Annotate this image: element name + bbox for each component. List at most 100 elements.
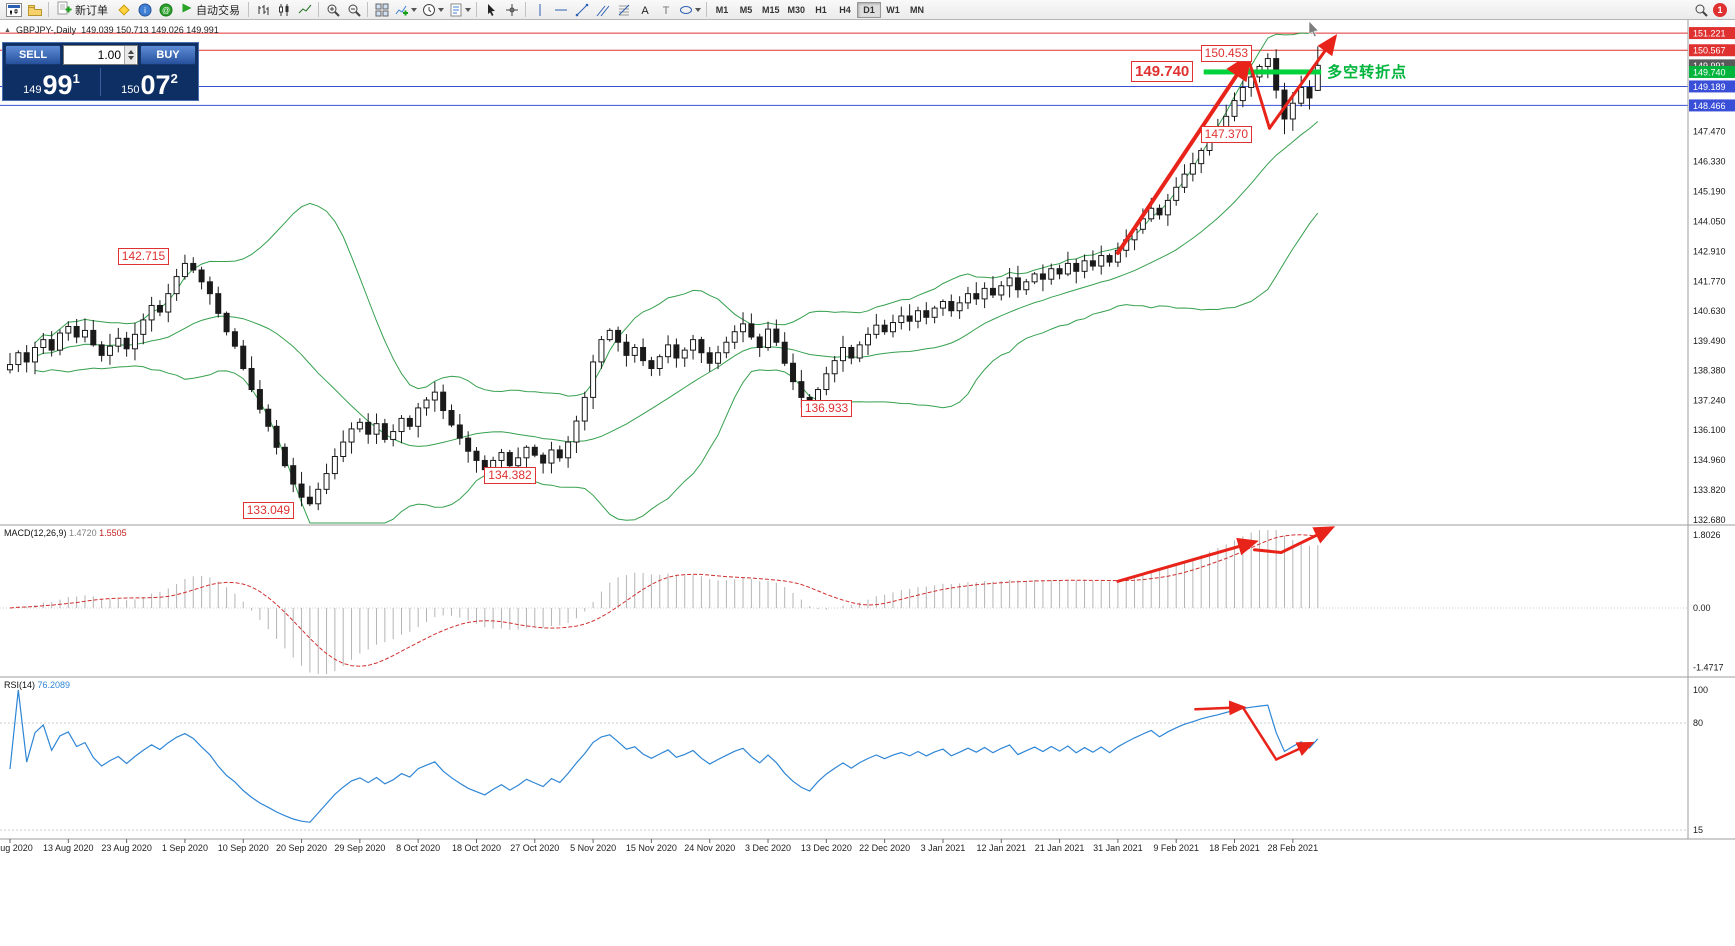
text-tool-icon[interactable]: A (634, 1, 655, 19)
macd-signal-value: 1.5505 (99, 528, 127, 538)
trend-arrow[interactable] (1253, 526, 1336, 554)
price-annotation[interactable]: 134.382 (484, 466, 536, 484)
line-chart-icon[interactable] (294, 1, 315, 19)
price-tick-label: 132.680 (1693, 515, 1726, 525)
price-tag-label: 148.466 (1693, 101, 1726, 111)
trend-arrow[interactable] (1194, 700, 1247, 716)
rsi-panel[interactable] (0, 689, 1688, 831)
ask-pipette: 2 (170, 71, 178, 86)
new-chart-icon[interactable] (3, 1, 24, 19)
macd-name: MACD(12,26,9) (4, 528, 67, 538)
time-axis[interactable]: 4 Aug 2020 13 Aug 2020 23 Aug 2020 1 Sep 20… (0, 839, 1318, 853)
price-axis[interactable]: 147.470 146.330 145.190 144.050 142.910 141.7… (1689, 27, 1735, 835)
price-tag-label: 149.189 (1693, 82, 1726, 92)
shapes-tool-icon[interactable] (676, 1, 703, 19)
rsi-name: RSI(14) (4, 680, 36, 690)
one-click-trading-panel: SELL 1.00 BUY 149 99 1 150 07 2 (2, 42, 199, 101)
ask-integer: 150 (121, 84, 140, 96)
timeframe-m15[interactable]: M15 (758, 2, 784, 18)
search-icon[interactable] (1690, 1, 1711, 19)
price-annotation[interactable]: 136.933 (800, 399, 853, 417)
data-window-icon[interactable]: i (134, 1, 155, 19)
macd-panel[interactable] (0, 530, 1688, 674)
timeframe-m5[interactable]: M5 (734, 2, 758, 18)
ask-pips: 07 (140, 70, 171, 100)
bar-chart-icon[interactable] (252, 1, 273, 19)
trend-arrow[interactable] (1248, 61, 1271, 130)
templates-icon[interactable] (446, 1, 473, 19)
periods-icon[interactable] (419, 1, 446, 19)
stepper-up-icon[interactable] (127, 50, 134, 54)
volume-stepper[interactable] (124, 46, 136, 64)
rsi-line (9, 689, 1319, 823)
zoom-out-icon[interactable] (343, 1, 364, 19)
text-label-tool-icon[interactable]: T (655, 1, 676, 19)
price-annotation[interactable]: 142.715 (117, 247, 170, 265)
timeframe-h4[interactable]: H4 (833, 2, 857, 18)
main-chart-panel[interactable] (0, 29, 1688, 524)
bid-pips: 99 (42, 70, 73, 100)
horizontal-line-tool-icon[interactable] (550, 1, 571, 19)
price-tag (1689, 65, 1735, 78)
macd-indicator-label: MACD(12,26,9) 1.4720 1.5505 (4, 528, 127, 538)
date-label: 13 Dec 2020 (801, 843, 852, 853)
community-icon[interactable]: @ (155, 1, 176, 19)
ask-price: 150 07 2 (103, 70, 196, 100)
timeframe-mn[interactable]: MN (905, 2, 929, 18)
price-tag-label: 150.567 (1693, 46, 1726, 56)
toolbar-separator (48, 2, 49, 17)
tile-windows-icon[interactable] (371, 1, 392, 19)
vertical-line-tool-icon[interactable] (529, 1, 550, 19)
date-label: 9 Feb 2021 (1153, 843, 1199, 853)
channel-tool-icon[interactable] (592, 1, 613, 19)
chart-symbol-ohlc: ▲ GBPJPY-,Daily 149.039 150.713 149.026 … (4, 25, 219, 35)
chevron-down-icon (694, 7, 701, 12)
zoom-in-icon[interactable] (322, 1, 343, 19)
macd-axis-label: 1.8026 (1693, 530, 1721, 540)
crosshair-icon[interactable] (501, 1, 522, 19)
price-annotation[interactable]: 150.453 (1200, 44, 1253, 62)
autotrading-label: 自动交易 (196, 4, 240, 17)
timeframe-m1[interactable]: M1 (710, 2, 734, 18)
fibonacci-tool-icon[interactable] (613, 1, 634, 19)
autotrading-button[interactable]: 自动交易 (176, 1, 245, 19)
rsi-axis-label: 15 (1693, 825, 1703, 835)
price-annotation[interactable]: 133.049 (242, 501, 295, 519)
timeframe-h1[interactable]: H1 (809, 2, 833, 18)
price-tag (1689, 99, 1735, 112)
chart-symbol-icon: ▲ (4, 26, 11, 34)
notification-badge[interactable]: 1 (1713, 2, 1727, 17)
trend-arrow[interactable] (1115, 52, 1253, 255)
trend-arrow[interactable] (1116, 537, 1259, 583)
indicators-icon[interactable] (392, 1, 419, 19)
trendline-tool-icon[interactable] (571, 1, 592, 19)
volume-input[interactable]: 1.00 (63, 45, 138, 65)
metaeditor-icon[interactable] (113, 1, 134, 19)
price-divider (100, 68, 101, 96)
toolbar: 新订单 i @ 自动交易 A T M1 M5 M (0, 0, 1735, 20)
timeframe-w1[interactable]: W1 (881, 2, 905, 18)
cursor-icon[interactable] (480, 1, 501, 19)
date-label: 20 Sep 2020 (276, 843, 327, 853)
stepper-down-icon[interactable] (127, 56, 134, 60)
profiles-icon[interactable] (24, 1, 45, 19)
turning-point-label[interactable]: 多空转折点 (1327, 63, 1408, 81)
trend-arrow[interactable] (1268, 33, 1338, 130)
price-tick-label: 139.490 (1693, 336, 1726, 346)
timeframe-m30[interactable]: M30 (784, 2, 810, 18)
price-annotation[interactable]: 149.740 (1131, 61, 1194, 83)
macd-axis-label: -1.4717 (1693, 663, 1724, 673)
date-label: 15 Nov 2020 (626, 843, 677, 853)
trend-arrow[interactable] (1241, 706, 1278, 761)
rsi-indicator-label: RSI(14) 76.2089 (4, 680, 70, 690)
sell-button[interactable]: SELL (5, 45, 61, 65)
turning-point-level-line[interactable] (1203, 69, 1322, 75)
buy-button[interactable]: BUY (140, 45, 196, 65)
price-annotation[interactable]: 147.370 (1200, 125, 1253, 143)
candlestick-chart-icon[interactable] (273, 1, 294, 19)
new-order-button[interactable]: 新订单 (52, 1, 113, 19)
timeframe-d1[interactable]: D1 (857, 1, 882, 18)
trend-arrow[interactable] (1274, 741, 1315, 761)
